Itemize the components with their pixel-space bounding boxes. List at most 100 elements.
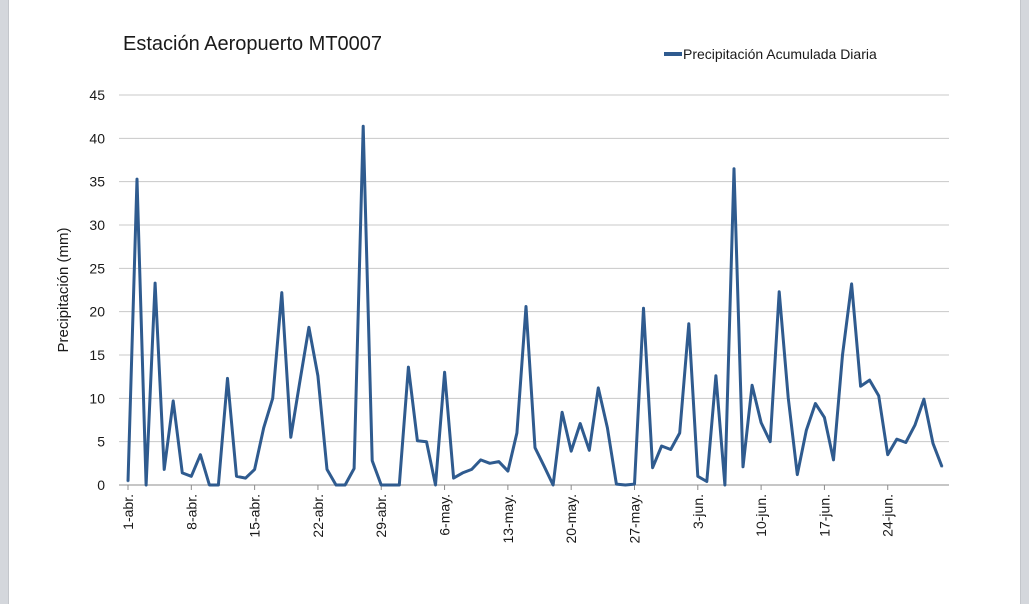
x-tick-label: 20-may. [563,494,579,544]
data-point [516,432,518,434]
data-point [163,468,165,471]
data-point [660,445,663,447]
data-point [136,178,138,180]
data-point [669,448,672,451]
data-point [226,377,229,380]
data-point [624,484,627,486]
data-point [832,459,835,461]
data-point [290,436,292,439]
chart-title: Estación Aeropuerto MT0007 [123,33,382,55]
y-tick-label: 20 [89,304,105,320]
data-point [733,167,735,170]
data-point [443,371,446,374]
data-point [932,442,934,445]
y-tick-label: 10 [89,390,105,406]
data-point [235,475,238,478]
data-point [814,402,817,405]
x-tick-label: 3-jun. [690,494,706,529]
data-point [642,307,645,310]
data-point [850,283,853,285]
x-axis: 1-abr. 8-abr. 15-abr. 22-abr. 29-abr. 6-may. 1… [119,484,949,544]
data-point [606,427,609,429]
data-point [326,468,328,471]
data-point [633,483,636,485]
data-point [281,291,283,294]
data-point [688,323,690,325]
data-point [778,290,780,293]
data-point [145,484,147,486]
data-point [941,466,943,468]
data-point [579,422,581,425]
x-tick-label: 8-abr. [183,494,199,530]
data-point [805,429,808,432]
data-point [742,466,744,468]
data-point [353,467,355,470]
data-point [787,396,789,399]
data-point [751,384,753,387]
data-point [715,375,717,377]
data-point [923,398,925,401]
data-point [697,475,699,478]
data-point [389,484,392,486]
data-point [127,480,129,483]
data-point [416,440,419,442]
x-tick-label: 13-may. [500,494,516,544]
data-point [299,381,301,383]
data-point [796,473,799,476]
data-point [868,379,871,381]
data-point [841,354,844,356]
legend-label: Precipitación Acumulada Diaria [683,46,877,62]
data-point [190,475,193,478]
y-tick-labels: 0 5 10 15 20 25 30 35 40 45 [89,87,105,493]
data-point [425,440,428,443]
data-point [570,450,572,453]
y-tick-label: 0 [97,477,105,493]
x-tick-label: 6-may. [437,494,453,536]
data-point [507,470,509,472]
data-point [678,432,681,434]
data-point [561,411,563,414]
data-point [308,326,310,329]
data-point [588,449,591,452]
data-point [317,375,319,377]
data-point [552,484,554,486]
data-point [769,440,771,443]
y-tick-label: 35 [89,174,105,190]
data-point [398,484,401,486]
data-point [886,453,889,456]
x-tick-label: 17-jun. [816,494,832,537]
data-point [543,465,545,467]
data-point [706,480,708,483]
data-point [724,484,726,486]
data-point [208,484,211,486]
series-line [126,124,944,487]
data-point [498,460,500,463]
data-point [154,282,156,284]
data-point [651,466,654,469]
data-point [760,421,762,424]
data-point [172,400,174,402]
y-tick-label: 45 [89,87,105,103]
data-point [362,125,365,127]
data-point [452,477,455,479]
data-point [914,424,916,427]
data-point [407,366,410,368]
series-group [126,124,944,487]
data-point [262,427,265,429]
data-point [597,387,600,389]
data-point [534,446,536,449]
data-point [489,462,491,465]
x-tick-label: 24-jun. [880,494,896,537]
data-point [615,483,618,485]
data-point [244,477,247,479]
data-point [434,484,437,486]
data-point [479,459,482,461]
x-tick-label: 27-may. [626,494,642,544]
y-tick-label: 30 [89,217,105,233]
data-point [371,459,374,462]
gridlines [119,94,949,443]
x-tick-label: 10-jun. [753,494,769,537]
x-tick-label: 15-abr. [247,494,263,538]
data-point [905,441,907,444]
